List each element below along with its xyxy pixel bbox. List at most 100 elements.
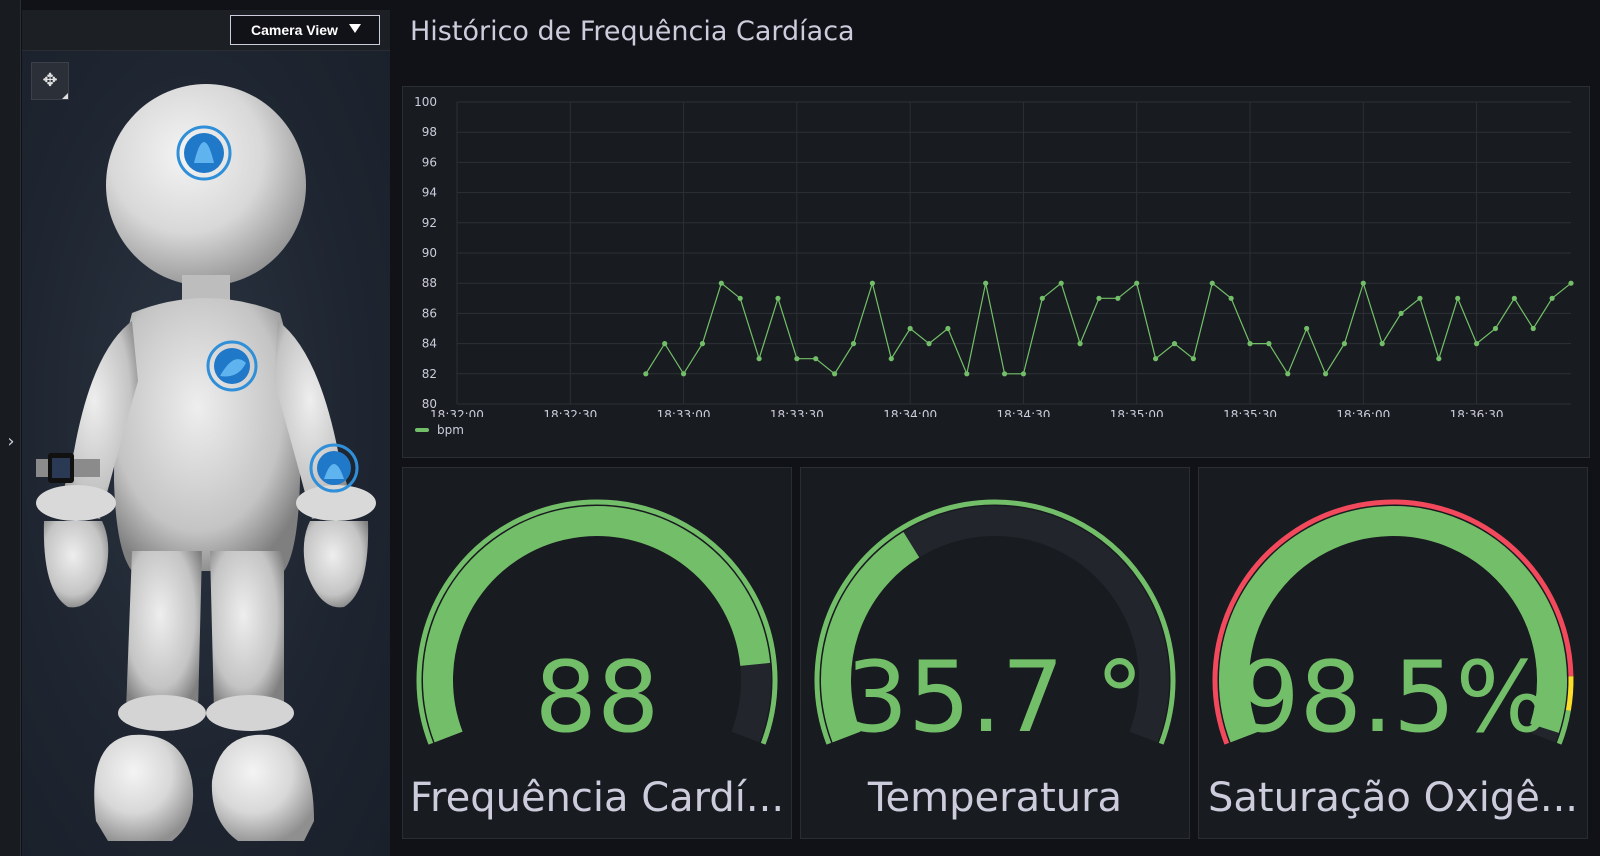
y-tick-label: 82 xyxy=(422,367,437,381)
data-point[interactable] xyxy=(1247,341,1253,347)
gauge-temperature xyxy=(814,499,1176,745)
x-tick-label: 18:34:30 xyxy=(996,408,1050,417)
data-point[interactable] xyxy=(1341,341,1348,347)
data-point[interactable] xyxy=(1153,356,1159,362)
data-point[interactable] xyxy=(1417,295,1423,301)
heart-rate-chart[interactable]: 80 82 84 86 88 90 92 94 96 98 100 18:32:00 18:32:30 1… xyxy=(403,87,1589,422)
3d-viewport[interactable]: ✥ xyxy=(22,51,390,856)
data-point[interactable] xyxy=(1190,356,1196,362)
chart-legend[interactable]: bpm xyxy=(415,423,464,437)
data-point[interactable] xyxy=(699,341,706,347)
humanoid-model xyxy=(36,84,376,841)
data-point[interactable] xyxy=(832,371,838,377)
data-point[interactable] xyxy=(869,280,875,286)
data-point[interactable] xyxy=(737,295,743,301)
data-point[interactable] xyxy=(1285,371,1291,377)
data-point[interactable] xyxy=(643,371,649,377)
data-point[interactable] xyxy=(850,341,857,347)
data-point[interactable] xyxy=(1077,341,1083,347)
caret-down-icon xyxy=(349,24,361,33)
gauge-panel-heart-rate[interactable]: 88 Frequência Cardí... xyxy=(402,467,792,839)
data-point[interactable] xyxy=(1511,295,1517,301)
viewer-header: Camera View xyxy=(22,10,390,51)
y-tick-label: 96 xyxy=(422,155,437,169)
data-point[interactable] xyxy=(680,371,687,377)
data-point[interactable] xyxy=(662,341,668,347)
data-point[interactable] xyxy=(945,325,951,332)
gauge-oxygen xyxy=(1212,499,1574,745)
data-point[interactable] xyxy=(718,280,724,286)
x-tick-label: 18:36:00 xyxy=(1336,408,1390,417)
x-tick-label: 18:34:00 xyxy=(883,408,937,417)
gauge-threshold-ring xyxy=(1565,676,1574,712)
y-tick-label: 88 xyxy=(422,276,437,290)
data-point[interactable] xyxy=(1436,356,1442,362)
data-point[interactable] xyxy=(1455,295,1461,301)
data-point[interactable] xyxy=(1473,341,1480,347)
data-point[interactable] xyxy=(1398,310,1404,316)
gauge-value-arc xyxy=(821,532,920,743)
data-point[interactable] xyxy=(964,371,970,377)
gauge-panel-temperature[interactable]: 35.7 ° Temperatura xyxy=(800,467,1190,839)
data-point[interactable] xyxy=(794,356,800,362)
data-point[interactable] xyxy=(983,280,989,286)
gauge-panel-oxygen[interactable]: 98.5% Saturação Oxigê... xyxy=(1198,467,1588,839)
series-line-bpm xyxy=(645,280,1572,376)
data-point[interactable] xyxy=(926,341,932,347)
data-point[interactable] xyxy=(1171,341,1178,347)
data-point[interactable] xyxy=(1360,280,1366,286)
legend-swatch xyxy=(415,428,429,432)
data-point[interactable] xyxy=(1058,280,1064,286)
data-point[interactable] xyxy=(1549,295,1555,301)
x-tick-label: 18:36:30 xyxy=(1450,408,1504,417)
gauge-threshold-ring xyxy=(1556,710,1571,745)
data-point[interactable] xyxy=(756,356,762,362)
gauge-value-temperature: 35.7 ° xyxy=(845,641,1145,755)
data-point[interactable] xyxy=(907,325,913,332)
move-icon[interactable]: ✥ xyxy=(31,62,69,100)
data-point[interactable] xyxy=(775,295,781,301)
data-point[interactable] xyxy=(1209,280,1215,286)
camera-view-select[interactable]: Camera View xyxy=(230,15,380,45)
gauge-value-arc xyxy=(1219,506,1567,743)
gauge-label-oxygen: Saturação Oxigê... xyxy=(1208,775,1578,821)
data-point[interactable] xyxy=(888,356,894,362)
data-point[interactable] xyxy=(1228,295,1234,301)
data-point[interactable] xyxy=(1020,371,1027,377)
data-point[interactable] xyxy=(1001,371,1008,377)
y-tick-label: 86 xyxy=(422,306,437,320)
data-point[interactable] xyxy=(1096,295,1102,301)
data-point[interactable] xyxy=(1568,280,1574,286)
y-tick-label: 92 xyxy=(422,216,437,230)
legend-label: bpm xyxy=(437,423,464,437)
data-point[interactable] xyxy=(813,356,819,362)
data-point[interactable] xyxy=(1530,325,1536,332)
data-point[interactable] xyxy=(1492,325,1499,332)
data-point[interactable] xyxy=(1304,325,1310,332)
gauge-value-heart-rate: 88 xyxy=(534,641,660,755)
chevron-right-icon[interactable]: › xyxy=(7,431,15,452)
gauge-label-temperature: Temperatura xyxy=(867,775,1123,821)
gauge-threshold-ring xyxy=(1212,499,1574,745)
gauge-value-oxygen: 98.5% xyxy=(1237,641,1549,755)
dashboard-title: Histórico de Frequência Cardíaca xyxy=(410,16,855,47)
camera-view-label: Camera View xyxy=(251,22,338,38)
data-point[interactable] xyxy=(1039,295,1045,301)
gauge-label-heart-rate: Frequência Cardí... xyxy=(409,775,785,821)
x-tick-label: 18:33:30 xyxy=(770,408,824,417)
3d-viewer-panel: Camera View ✥ xyxy=(22,10,390,856)
data-point[interactable] xyxy=(1379,341,1385,347)
data-point[interactable] xyxy=(1134,280,1140,286)
heart-rate-chart-panel[interactable]: 80 82 84 86 88 90 92 94 96 98 100 18:32:00 18:32:30 1… xyxy=(402,86,1590,458)
sidebar-strip: › xyxy=(0,0,21,856)
data-point[interactable] xyxy=(1322,371,1329,377)
y-tick-label: 94 xyxy=(422,186,437,200)
x-tick-label: 18:35:00 xyxy=(1110,408,1164,417)
sensor-head-marker xyxy=(176,125,232,181)
sensor-wrist-marker xyxy=(309,443,359,493)
data-point[interactable] xyxy=(1115,295,1121,301)
y-tick-label: 84 xyxy=(422,337,437,351)
y-tick-label: 98 xyxy=(422,125,437,139)
data-point[interactable] xyxy=(1266,341,1272,347)
x-tick-label: 18:32:00 xyxy=(430,408,484,417)
